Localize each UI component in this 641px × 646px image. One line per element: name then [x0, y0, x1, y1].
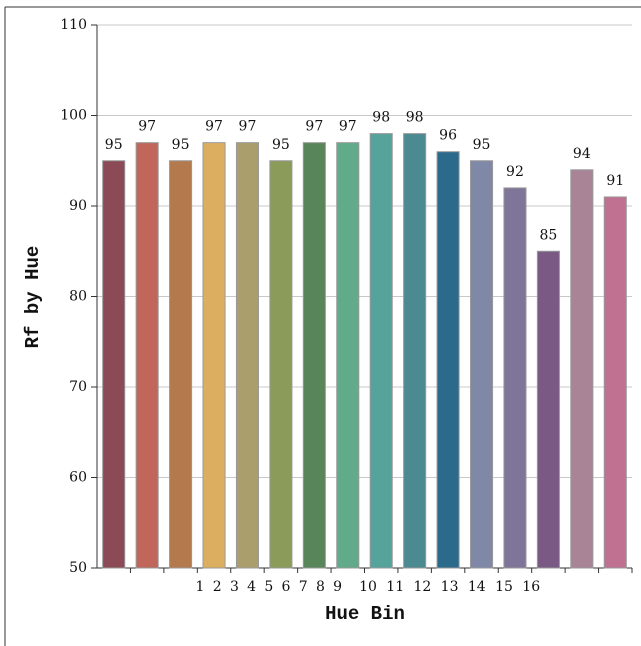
data-label: 92 — [506, 164, 524, 180]
data-label: 94 — [573, 146, 591, 162]
y-tick-label: 70 — [69, 379, 87, 395]
x-tick-label: 9 — [333, 579, 342, 595]
data-label: 98 — [372, 110, 390, 126]
data-label: 85 — [539, 227, 557, 243]
x-tick-label: 5 — [264, 579, 273, 595]
bar — [169, 160, 193, 569]
y-tick-label: 60 — [69, 470, 87, 486]
x-tick-label: 12 — [413, 579, 431, 595]
x-tick-label: 1 — [196, 579, 205, 595]
data-label: 95 — [272, 137, 290, 153]
x-axis-title: Hue Bin — [325, 603, 405, 625]
data-label: 97 — [138, 119, 156, 135]
y-tick-label: 110 — [60, 17, 87, 33]
bar — [469, 160, 494, 569]
bar — [436, 151, 460, 569]
bar — [503, 187, 527, 569]
x-tick-label: 14 — [468, 579, 486, 595]
data-label: 95 — [105, 137, 123, 153]
bar — [570, 169, 594, 569]
x-tick-label: 13 — [441, 579, 459, 595]
x-tick-label: 7 — [299, 579, 308, 595]
y-tick-label: 80 — [69, 289, 87, 305]
bar — [235, 142, 260, 569]
data-label: 97 — [339, 119, 357, 135]
data-label: 95 — [473, 137, 491, 153]
bar — [536, 250, 560, 569]
data-label: 97 — [239, 119, 257, 135]
bar — [269, 160, 293, 569]
x-tick-label: 4 — [247, 579, 256, 595]
y-axis-title: Rf by Hue — [22, 246, 44, 349]
data-label: 98 — [406, 110, 424, 126]
x-tick-label: 6 — [282, 579, 291, 595]
x-tick-label: 11 — [386, 579, 404, 595]
bar — [302, 142, 326, 569]
bar — [603, 196, 627, 569]
y-tick-label: 50 — [69, 560, 87, 576]
data-label: 97 — [305, 119, 323, 135]
x-tick-label: 8 — [316, 579, 325, 595]
y-tick-label: 100 — [60, 108, 87, 124]
x-tick-label: 16 — [522, 579, 540, 595]
bar — [369, 133, 393, 569]
x-tick-label: 2 — [213, 579, 222, 595]
y-tick-label: 90 — [69, 198, 87, 214]
data-label: 95 — [172, 137, 190, 153]
data-label: 91 — [606, 173, 624, 189]
bar — [202, 142, 226, 569]
x-tick-label: 10 — [359, 579, 377, 595]
x-tick-label: 15 — [495, 579, 513, 595]
bar — [102, 160, 126, 569]
bar — [403, 133, 427, 569]
bar — [336, 142, 360, 569]
x-tick-label: 3 — [230, 579, 239, 595]
data-label: 97 — [205, 119, 223, 135]
bar — [135, 142, 159, 569]
data-label: 96 — [439, 128, 457, 144]
